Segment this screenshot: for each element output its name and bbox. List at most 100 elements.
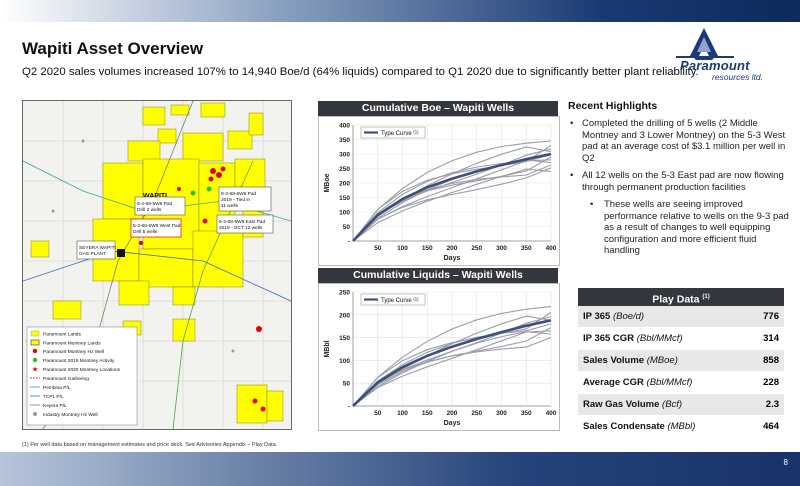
x-tick-label: 300 bbox=[496, 245, 507, 252]
legend-item: Paramount 2019 Montney Activity bbox=[43, 358, 115, 364]
y-tick-label: 400 bbox=[339, 123, 350, 130]
wapiti-map: WAPITI 6-4-68-5W6 Pad Drill 2 wells 5-3-… bbox=[22, 100, 292, 430]
highlight-item: All 12 wells on the 5-3 East pad are now… bbox=[570, 170, 792, 193]
row-unit: (MBbl) bbox=[667, 421, 696, 432]
table-row: Raw Gas Volume (Bcf) 2.3 bbox=[578, 393, 784, 416]
y-tick-label: 150 bbox=[339, 195, 350, 202]
chart-legend bbox=[360, 126, 426, 139]
x-axis-label: Days bbox=[444, 420, 461, 427]
legend-item: Paramount Gathering bbox=[43, 376, 89, 382]
svg-text:2019 - DCT 12 wells: 2019 - DCT 12 wells bbox=[219, 225, 263, 231]
x-tick-label: 100 bbox=[397, 410, 408, 417]
highlight-item: Completed the drilling of 5 wells (2 Mid… bbox=[570, 118, 792, 164]
legend-item: Pembina P/L bbox=[43, 385, 71, 391]
table-row: IP 365 (Boe/d) 776 bbox=[578, 306, 784, 328]
type-curve-line bbox=[352, 319, 552, 407]
y-tick-label: 50 bbox=[343, 224, 351, 231]
y-tick-label: 350 bbox=[339, 137, 350, 144]
highlights-list: Completed the drilling of 5 wells (2 Mid… bbox=[570, 118, 792, 263]
play-data-header: Play Data (1) bbox=[578, 288, 784, 306]
highlights-title: Recent Highlights bbox=[568, 100, 658, 112]
paramount-logo bbox=[676, 28, 734, 60]
x-tick-label: 250 bbox=[471, 410, 482, 417]
row-unit: (MBoe) bbox=[646, 355, 678, 366]
row-label: Average CGR bbox=[583, 377, 644, 388]
svg-text:9-3-68-6W6 Pad: 9-3-68-6W6 Pad bbox=[221, 191, 257, 197]
row-value: 314 bbox=[734, 327, 784, 350]
svg-text:6-4-68-5W6 Pad: 6-4-68-5W6 Pad bbox=[137, 201, 173, 207]
x-tick-label: 200 bbox=[447, 410, 458, 417]
row-value: 464 bbox=[734, 415, 784, 438]
x-tick-label: 350 bbox=[521, 410, 532, 417]
svg-text:5-3-68-6W6 East Pad: 5-3-68-6W6 East Pad bbox=[219, 219, 265, 225]
y-tick-label: 250 bbox=[339, 166, 350, 173]
top-banner bbox=[0, 0, 800, 22]
row-label: Sales Volume bbox=[583, 355, 645, 366]
well-curve bbox=[352, 312, 552, 407]
map-legend bbox=[26, 326, 138, 426]
footer-banner bbox=[0, 452, 800, 486]
logo-subtitle: resources ltd. bbox=[712, 72, 764, 82]
y-axis-label: MBbl bbox=[324, 340, 331, 357]
table-row: IP 365 CGR (Bbl/MMcf) 314 bbox=[578, 327, 784, 350]
page-subtitle: Q2 2020 sales volumes increased 107% to … bbox=[22, 66, 699, 78]
map-graphic: WAPITI 6-4-68-5W6 Pad Drill 2 wells 5-3-… bbox=[23, 101, 291, 429]
footnote: (1) Per well data based on management es… bbox=[22, 442, 278, 448]
table-row: Sales Volume (MBoe) 858 bbox=[578, 349, 784, 372]
well-curve bbox=[352, 140, 552, 242]
legend-item: Paramount Montney Hz Well bbox=[43, 349, 104, 355]
legend-item: Industry Montney Hz Well bbox=[43, 412, 98, 418]
legend-label: Type Curve (1) bbox=[381, 130, 419, 138]
well-curve bbox=[352, 331, 552, 407]
svg-text:2019 - Tied in: 2019 - Tied in bbox=[221, 197, 250, 203]
page-title: Wapiti Asset Overview bbox=[22, 39, 204, 58]
chart-legend bbox=[360, 293, 426, 306]
svg-text:SEYERA WAPITI: SEYERA WAPITI bbox=[79, 245, 116, 251]
y-tick-label: - bbox=[348, 404, 350, 411]
row-value: 776 bbox=[734, 306, 784, 328]
svg-text:GAS PLANT: GAS PLANT bbox=[79, 251, 106, 257]
row-unit: (Bbl/MMcf) bbox=[646, 377, 693, 388]
type-curve-line bbox=[352, 152, 552, 242]
gas-plant-icon bbox=[117, 249, 125, 257]
y-axis-label: MBoe bbox=[324, 173, 331, 192]
svg-text:Drill 2 wells: Drill 2 wells bbox=[137, 207, 162, 213]
row-value: 858 bbox=[734, 349, 784, 372]
legend-label: Type Curve (1) bbox=[381, 297, 419, 305]
well-curve bbox=[352, 330, 552, 407]
well-curve bbox=[352, 323, 552, 407]
liquids-chart: 250 200 150 100 50 - 50 100 150 200 250 300 350 400 Da… bbox=[318, 283, 560, 431]
x-tick-label: 150 bbox=[422, 410, 433, 417]
y-tick-label: 100 bbox=[339, 358, 350, 365]
legend-item: Paramount Lands bbox=[43, 332, 81, 338]
well-curve bbox=[352, 306, 552, 407]
svg-text:★: ★ bbox=[32, 366, 38, 374]
page-number: 8 bbox=[783, 458, 788, 467]
y-tick-label: 50 bbox=[343, 381, 351, 388]
well-curve bbox=[352, 337, 552, 407]
highlight-sub-item: These wells are seeing improved performa… bbox=[570, 199, 792, 257]
logo-name: Paramount bbox=[680, 58, 750, 73]
well-curve bbox=[352, 168, 552, 242]
x-tick-label: 200 bbox=[447, 245, 458, 252]
play-data-title: Play Data bbox=[652, 293, 700, 306]
map-label-wapiti: WAPITI bbox=[143, 193, 167, 200]
y-tick-label: 150 bbox=[339, 335, 350, 342]
legend-item: Keyera P/L bbox=[43, 403, 67, 409]
row-label: Raw Gas Volume bbox=[583, 399, 660, 410]
x-tick-label: 350 bbox=[521, 245, 532, 252]
y-tick-label: - bbox=[348, 239, 350, 246]
row-unit: (Boe/d) bbox=[612, 311, 645, 322]
table-row: Average CGR (Bbl/MMcf) 228 bbox=[578, 371, 784, 394]
x-tick-label: 50 bbox=[374, 245, 382, 252]
y-tick-label: 100 bbox=[339, 210, 350, 217]
row-unit: (Bbl/MMcf) bbox=[636, 333, 683, 344]
legend-item: Paramount Montney Lands bbox=[43, 341, 101, 347]
x-tick-label: 100 bbox=[397, 245, 408, 252]
svg-text:Drill 5 wells: Drill 5 wells bbox=[133, 229, 158, 235]
svg-text:5-3-68-5W6 West Pad: 5-3-68-5W6 West Pad bbox=[133, 223, 181, 229]
boe-chart: 400 350 300 250 200 150 100 50 - 50 100 150 200 250 30… bbox=[318, 116, 560, 266]
legend-item: Paramount 2020 Montney Locations bbox=[43, 367, 121, 373]
row-unit: (Bcf) bbox=[662, 399, 683, 410]
x-tick-label: 400 bbox=[546, 410, 557, 417]
